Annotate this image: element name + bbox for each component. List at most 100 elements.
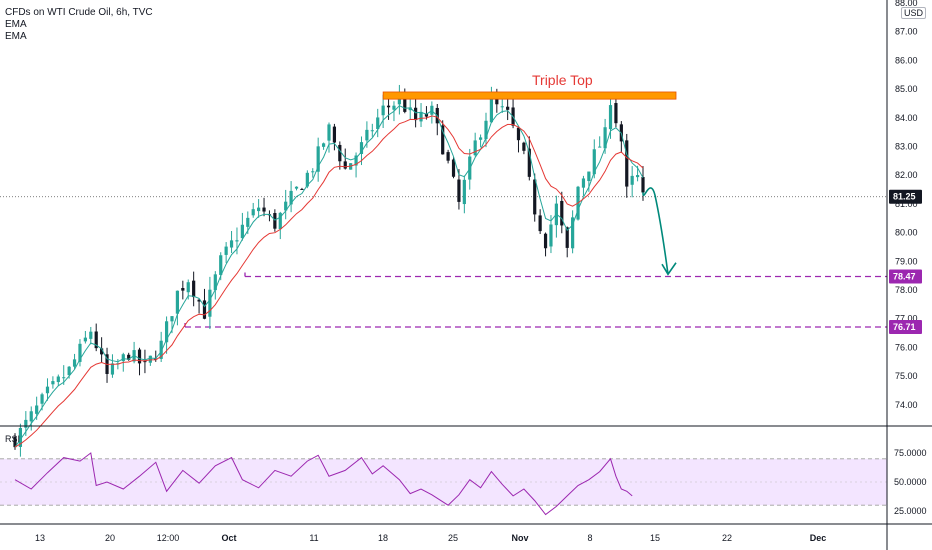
currency-badge[interactable]: USD — [901, 7, 927, 19]
candle-body — [516, 127, 521, 141]
candle-body — [414, 107, 418, 121]
candle-body — [392, 105, 396, 110]
ema-lines — [14, 105, 644, 448]
time-tick-label: 15 — [650, 533, 660, 543]
candle-body — [100, 348, 104, 355]
candle-body — [376, 117, 380, 129]
candle-body — [354, 155, 358, 166]
projection-path — [642, 187, 669, 275]
triple-top-zone — [382, 91, 677, 100]
time-tick-label: 12:00 — [157, 533, 180, 543]
candle-body — [332, 126, 337, 143]
candle-body — [446, 152, 450, 161]
candle-body — [18, 427, 23, 447]
candle-body — [403, 98, 407, 112]
resistance-zone-rect — [382, 91, 677, 100]
candle-body — [538, 215, 542, 232]
candle-body — [137, 349, 142, 364]
candle-body — [278, 212, 282, 230]
candle-body — [608, 105, 613, 130]
candle-body — [381, 105, 385, 116]
candle-body — [630, 175, 634, 185]
candle-body — [581, 178, 586, 188]
rsi-line — [14, 452, 633, 516]
rsi-band — [0, 458, 887, 506]
last-price-tag: 81.25 — [893, 192, 916, 202]
price-tick-label: 80.00 — [895, 228, 918, 238]
price-tick-label: 76.00 — [895, 342, 918, 352]
projection-arrow — [642, 187, 677, 276]
candle-body — [365, 129, 369, 141]
candle-body — [451, 159, 456, 177]
candlestick-series[interactable] — [13, 84, 645, 457]
candle-body — [370, 130, 374, 132]
candle-body — [197, 299, 201, 302]
candle-body — [321, 143, 326, 147]
price-tick-label: 74.00 — [895, 400, 918, 410]
candle-body — [560, 200, 564, 226]
ema-legend-1[interactable]: EMA — [5, 19, 27, 30]
rsi-pane[interactable] — [0, 452, 887, 516]
candle-body — [143, 361, 147, 363]
price-tick-label: 78.00 — [895, 285, 918, 295]
candle-body — [89, 331, 93, 339]
candle-body — [262, 207, 266, 212]
candle-body — [40, 394, 44, 404]
candle-body — [462, 179, 466, 205]
ema-legend-2[interactable]: EMA — [5, 31, 27, 42]
candle-body — [251, 209, 255, 216]
price-tick-label: 86.00 — [895, 55, 918, 65]
candle-body — [78, 343, 82, 362]
time-tick-label: Oct — [221, 533, 236, 543]
candle-body — [635, 175, 640, 178]
support-levels — [184, 272, 887, 328]
candle-body — [121, 354, 125, 362]
candle-body — [72, 359, 77, 367]
candle-body — [235, 240, 239, 242]
symbol-title[interactable]: CFDs on WTI Crude Oil, 6h, TVC — [5, 7, 153, 18]
candle-body — [408, 107, 412, 111]
price-axis[interactable]: 88.00 87.00 86.00 85.00 84.00 83.00 82.00 81.00… — [889, 0, 922, 410]
candle-body — [473, 140, 477, 156]
candle-body — [549, 224, 553, 247]
candle-body — [565, 227, 569, 248]
time-axis[interactable]: 13 20 12:00 Oct 11 18 25 Nov 8 15 22 Dec — [35, 533, 826, 543]
level-price-tag: 78.47 — [893, 272, 916, 282]
candle-body — [240, 224, 244, 239]
rsi-legend[interactable]: RSI — [5, 434, 21, 444]
candle-body — [289, 190, 293, 205]
ema-slow-line — [14, 115, 644, 448]
price-tick-label: 84.00 — [895, 113, 918, 123]
candle-body — [159, 340, 163, 359]
candle-body — [397, 97, 401, 105]
price-tick-label: 85.00 — [895, 84, 918, 94]
candle-body — [127, 354, 131, 360]
rsi-axis[interactable]: 75.0000 50.0000 25.0000 — [894, 448, 927, 516]
candle-body — [484, 120, 488, 140]
candle-body — [305, 172, 309, 187]
candle-body — [45, 386, 50, 394]
candle-body — [208, 289, 212, 317]
rsi-tick-label: 75.0000 — [894, 448, 927, 458]
chart-legend: CFDs on WTI Crude Oil, 6h, TVC EMA EMA — [5, 7, 153, 43]
price-tick-label: 82.00 — [895, 170, 918, 180]
candle-body — [67, 366, 71, 376]
candle-body — [51, 381, 55, 385]
candle-body — [592, 149, 596, 175]
candle-body — [419, 111, 423, 122]
level-price-tag-bg — [889, 320, 922, 335]
candle-body — [164, 321, 169, 343]
candle-body — [587, 171, 591, 182]
candle-body — [327, 124, 331, 141]
candle-body — [229, 240, 234, 248]
price-tick-label: 83.00 — [895, 142, 918, 152]
candle-body — [94, 331, 98, 349]
price-tick-label: 77.00 — [895, 314, 918, 324]
price-tick-label: 88.00 — [895, 0, 918, 8]
candle-body — [359, 142, 364, 155]
candle-body — [311, 171, 315, 173]
candle-body — [386, 105, 391, 108]
candle-body — [83, 337, 87, 342]
candle-body — [522, 142, 526, 151]
